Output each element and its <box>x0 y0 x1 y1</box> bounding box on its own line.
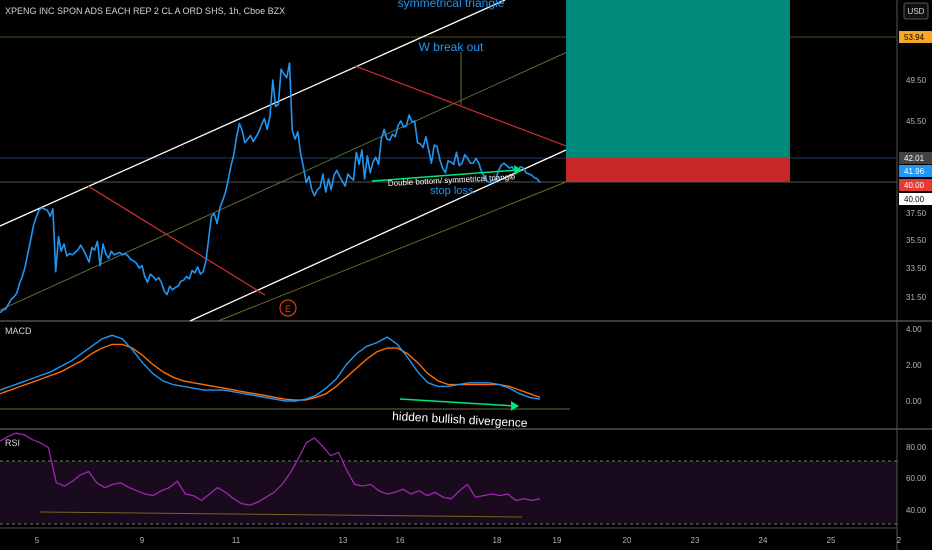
rsi-tick: 80.00 <box>906 443 927 452</box>
rsi-trendline[interactable] <box>39 511 523 518</box>
price-label-bg-40 <box>899 179 932 191</box>
annotation-w-breakout: W break out <box>419 40 484 54</box>
time-tick: 2 <box>897 536 902 545</box>
time-tick: 16 <box>396 536 405 545</box>
macd-pane <box>0 322 897 428</box>
time-tick: 24 <box>759 536 768 545</box>
rsi-pane-title: RSI <box>5 438 20 448</box>
price-tick: 31.50 <box>906 293 927 302</box>
price-label-40: 40.00 <box>904 181 925 190</box>
macd-line <box>0 334 541 402</box>
support-arrow-head <box>514 165 522 175</box>
rsi-tick: 40.00 <box>906 506 927 515</box>
price-series-line <box>0 62 541 314</box>
descending-trendline-1[interactable] <box>87 185 266 296</box>
time-tick: 11 <box>232 536 241 545</box>
time-tick: 23 <box>691 536 700 545</box>
price-label-bg-41-96 <box>899 165 932 177</box>
price-axis[interactable]: 49.50 45.50 37.50 35.50 33.50 31.50 <box>906 76 927 302</box>
price-label-40-b: 40.00 <box>904 195 925 204</box>
divergence-arrow-head <box>511 401 519 411</box>
price-tick: 35.50 <box>906 236 927 245</box>
rsi-tick: 60.00 <box>906 474 927 483</box>
channel-lower-line[interactable] <box>189 149 567 322</box>
time-tick: 9 <box>140 536 145 545</box>
price-tick: 33.50 <box>906 264 927 273</box>
time-tick: 19 <box>553 536 562 545</box>
time-axis[interactable]: 5 9 11 13 16 18 19 20 23 24 25 2 <box>35 536 902 545</box>
descending-trendline-2[interactable] <box>354 65 567 147</box>
currency-button[interactable] <box>903 2 929 20</box>
rsi-band <box>0 461 897 524</box>
rsi-axis[interactable]: 80.00 60.00 40.00 <box>906 443 927 515</box>
price-label-bg-53-94 <box>899 31 932 43</box>
macd-axis[interactable]: 4.00 2.00 0.00 <box>906 325 922 406</box>
channel-mid-line[interactable] <box>0 27 621 311</box>
time-tick: 20 <box>623 536 632 545</box>
price-label-bg-42-01 <box>899 152 932 164</box>
price-tick: 45.50 <box>906 117 927 126</box>
channel-upper-line[interactable] <box>0 0 506 227</box>
price-label-42-01: 42.01 <box>904 154 925 163</box>
earnings-marker-label: E <box>285 304 291 314</box>
channel-inner-line[interactable] <box>217 181 567 322</box>
time-tick: 25 <box>827 536 836 545</box>
annotation-symmetrical-triangle: symmetrical triangle <box>398 0 505 10</box>
price-label-41-96: 41.96 <box>904 167 925 176</box>
price-label-53-94: 53.94 <box>904 33 925 42</box>
rsi-line <box>0 432 541 506</box>
symbol-title: XPENG INC SPON ADS EACH REP 2 CL A ORD S… <box>5 6 285 16</box>
macd-tick: 0.00 <box>906 397 922 406</box>
time-tick: 13 <box>339 536 348 545</box>
price-tick: 37.50 <box>906 209 927 218</box>
divergence-arrow-line[interactable] <box>399 398 516 407</box>
macd-signal-line <box>0 343 541 401</box>
currency-label: USD <box>908 7 925 16</box>
macd-tick: 2.00 <box>906 361 922 370</box>
price-label-bg-40-b <box>899 193 932 205</box>
price-axis-labels: 53.94 42.01 41.96 40.00 40.00 <box>899 31 932 205</box>
annotation-stop-loss: stop loss <box>430 185 474 197</box>
earnings-marker[interactable] <box>279 299 297 317</box>
price-tick: 49.50 <box>906 76 927 85</box>
stop-zone[interactable] <box>566 158 790 182</box>
time-tick: 18 <box>493 536 502 545</box>
macd-tick: 4.00 <box>906 325 922 334</box>
time-tick: 5 <box>35 536 40 545</box>
macd-pane-title: MACD <box>5 326 32 336</box>
support-arrow-line[interactable] <box>371 169 519 182</box>
target-zone[interactable] <box>566 0 790 158</box>
